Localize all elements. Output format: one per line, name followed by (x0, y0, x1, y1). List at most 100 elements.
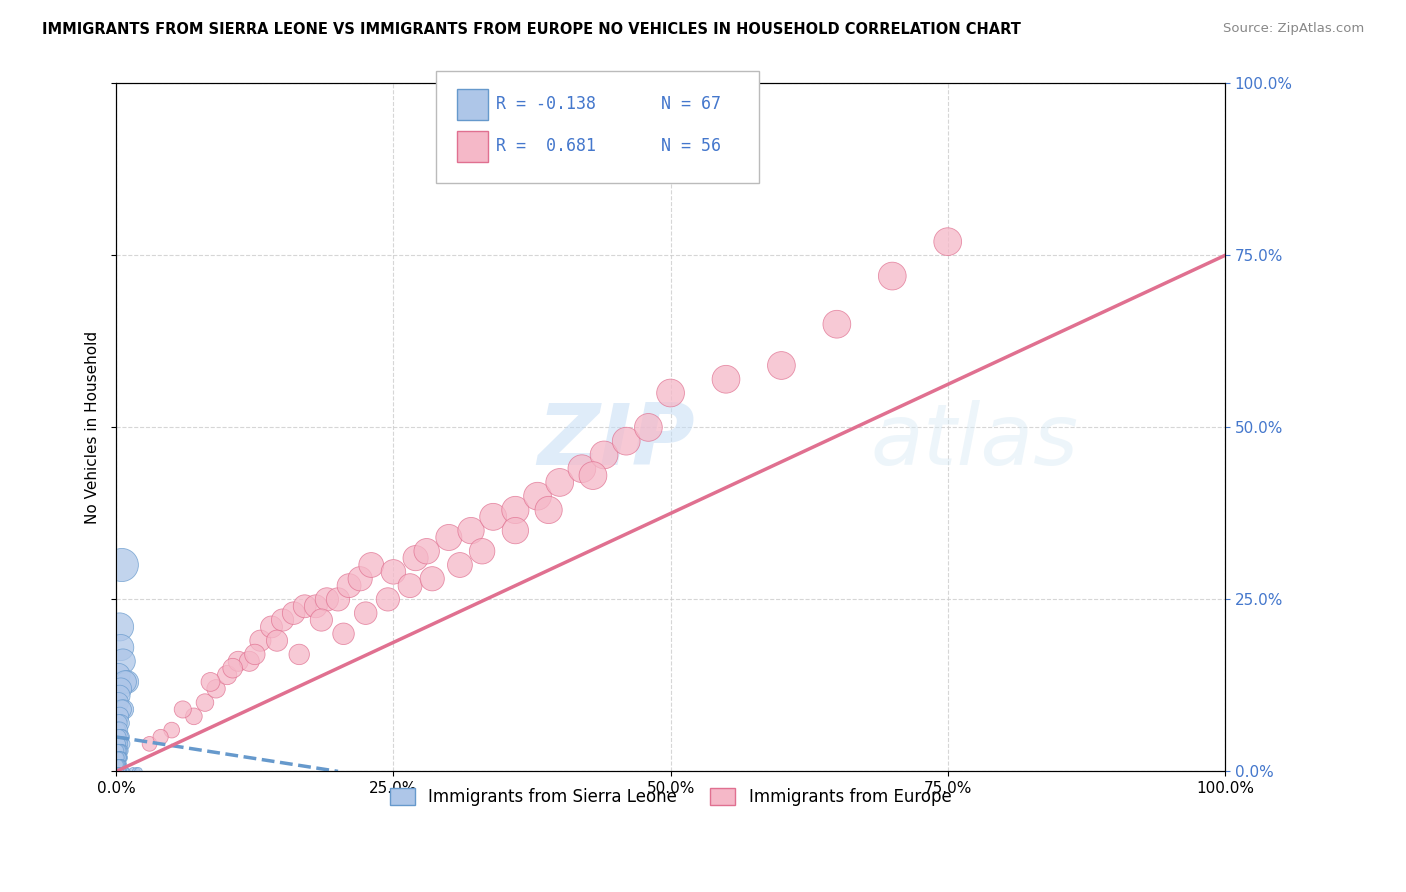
Point (108, 757, 131, 772)
Point (405, 551, 427, 566)
Point (107, 750, 129, 764)
Point (111, 757, 134, 772)
Point (505, 524, 527, 538)
Legend: Immigrants from Sierra Leone, Immigrants from Europe: Immigrants from Sierra Leone, Immigrants… (381, 780, 960, 814)
Point (108, 764, 131, 779)
Point (637, 420, 659, 434)
Point (110, 640, 132, 655)
Point (107, 764, 129, 779)
Point (114, 675, 136, 690)
Point (238, 654, 260, 668)
Text: Source: ZipAtlas.com: Source: ZipAtlas.com (1223, 22, 1364, 36)
Point (149, 730, 172, 744)
Point (112, 702, 135, 716)
Point (105, 757, 128, 772)
Point (108, 764, 131, 779)
Point (108, 744, 131, 758)
Point (107, 757, 129, 772)
Point (111, 764, 134, 779)
Point (108, 757, 131, 772)
Point (108, 750, 131, 764)
Point (111, 730, 134, 744)
Point (332, 627, 354, 641)
Point (108, 620, 131, 634)
Point (326, 592, 349, 607)
Point (115, 764, 138, 779)
Text: IMMIGRANTS FROM SIERRA LEONE VS IMMIGRANTS FROM EUROPE NO VEHICLES IN HOUSEHOLD : IMMIGRANTS FROM SIERRA LEONE VS IMMIGRAN… (42, 22, 1021, 37)
Point (107, 737, 129, 751)
Point (305, 599, 328, 614)
Point (108, 757, 131, 772)
Point (108, 764, 131, 779)
Point (108, 723, 131, 738)
Point (110, 764, 132, 779)
Point (110, 750, 132, 764)
Text: R =  0.681: R = 0.681 (496, 137, 596, 155)
Point (377, 592, 399, 607)
Y-axis label: No Vehicles in Household: No Vehicles in Household (86, 331, 100, 524)
Point (249, 633, 271, 648)
Point (194, 696, 217, 710)
Point (482, 509, 505, 524)
Text: N = 67: N = 67 (661, 95, 721, 113)
Text: ZIP: ZIP (537, 400, 695, 483)
Point (183, 709, 205, 723)
Point (548, 475, 571, 490)
Point (172, 702, 194, 716)
Point (243, 648, 266, 662)
Point (382, 565, 405, 579)
Point (337, 579, 360, 593)
Point (110, 716, 132, 731)
Point (200, 675, 222, 690)
Point (107, 744, 129, 758)
Point (415, 544, 437, 558)
Point (108, 750, 131, 764)
Point (107, 696, 129, 710)
Point (114, 764, 136, 779)
Point (437, 531, 460, 545)
Point (449, 558, 471, 572)
Point (593, 448, 616, 462)
Point (271, 613, 294, 627)
Text: R = -0.138: R = -0.138 (496, 95, 596, 113)
Point (107, 668, 129, 682)
Point (122, 764, 145, 779)
Point (110, 750, 132, 764)
Point (138, 737, 160, 751)
Point (460, 524, 482, 538)
Point (110, 681, 132, 696)
Text: atlas: atlas (870, 400, 1078, 483)
Point (107, 764, 129, 779)
Point (882, 268, 904, 283)
Point (582, 468, 605, 483)
Point (111, 558, 134, 572)
Point (111, 764, 134, 779)
Point (110, 737, 132, 751)
Text: N = 56: N = 56 (661, 137, 721, 155)
Point (111, 737, 134, 751)
Point (111, 654, 134, 668)
Point (108, 744, 131, 758)
Point (659, 386, 682, 401)
Point (505, 503, 527, 517)
Point (316, 592, 339, 607)
Point (111, 744, 134, 758)
Point (107, 716, 129, 731)
Point (107, 730, 129, 744)
Point (714, 372, 737, 386)
Point (260, 620, 283, 634)
Point (108, 689, 131, 703)
Point (311, 613, 333, 627)
Point (571, 461, 593, 475)
Point (110, 757, 132, 772)
Point (217, 668, 239, 682)
Point (110, 750, 132, 764)
Point (107, 757, 129, 772)
Point (360, 558, 382, 572)
Point (111, 750, 134, 764)
Point (226, 654, 249, 668)
Point (526, 489, 548, 503)
Point (108, 709, 131, 723)
Point (111, 764, 134, 779)
Point (770, 359, 793, 373)
